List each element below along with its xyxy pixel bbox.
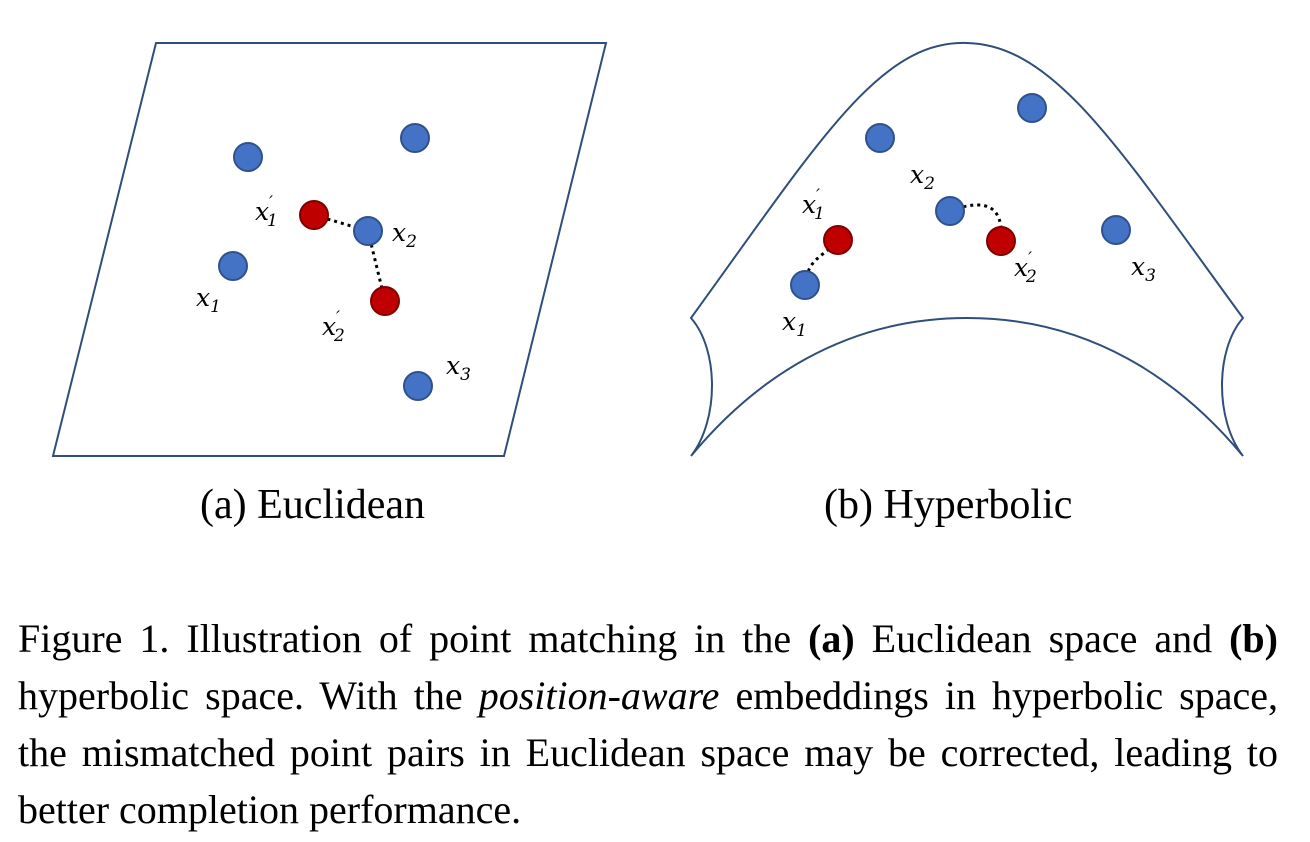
figure-caption: Figure 1. Illustration of point matching… <box>18 610 1278 838</box>
euclidean-plane <box>51 42 608 457</box>
label-x2: x2 <box>392 218 417 252</box>
caption-mid2: hyperbolic space. With the <box>18 673 479 718</box>
caption-mid1: Euclidean space and <box>854 616 1230 661</box>
point-blue <box>400 123 430 153</box>
label-x2: x2 <box>910 160 935 194</box>
label-x3: x3 <box>1131 252 1156 286</box>
point-blue <box>865 123 895 153</box>
point-x1 <box>218 251 248 281</box>
hyperbolic-surface <box>689 41 1245 457</box>
point-x1 <box>790 270 820 300</box>
hyperbolic-panel: x2 x′ 1 x′ 2 x3 x1 <box>689 41 1245 457</box>
panel-caption-hyperbolic: (b) Hyperbolic <box>824 482 1073 528</box>
caption-a-label: (a) <box>808 616 855 661</box>
point-x1-prime <box>299 200 329 230</box>
point-x2-prime <box>370 286 400 316</box>
caption-b-label: (b) <box>1229 616 1278 661</box>
panel-caption-euclidean: (a) Euclidean <box>200 482 426 528</box>
point-x2 <box>935 196 965 226</box>
label-x1-prime: x′ 1 <box>802 186 825 224</box>
caption-suffix: embeddings in hyperbolic space, the mism… <box>18 673 1279 832</box>
label-x1: x1 <box>782 307 807 341</box>
point-x2 <box>353 216 383 246</box>
figure-illustration: x′ 1 x2 x1 x′ 2 x3 x2 x′ 1 <box>51 41 1245 457</box>
label-x2-prime: x′ 2 <box>1014 249 1037 287</box>
label-x1: x1 <box>196 283 221 317</box>
point-x3 <box>1101 215 1131 245</box>
point-x3 <box>403 371 433 401</box>
label-x3: x3 <box>446 351 471 385</box>
caption-emphasis: position-aware <box>478 673 720 718</box>
point-x2-prime <box>986 226 1016 256</box>
euclidean-panel: x′ 1 x2 x1 x′ 2 x3 <box>51 42 608 457</box>
caption-prefix: Figure 1. Illustration of point matching… <box>18 616 809 661</box>
point-blue <box>1017 93 1047 123</box>
label-x1-prime: x′ 1 <box>255 193 278 231</box>
label-x2-prime: x′ 2 <box>322 308 345 346</box>
point-x1-prime <box>823 225 853 255</box>
match-curve-x1-x1prime <box>804 239 840 286</box>
match-line-x2-x2prime <box>366 230 387 302</box>
point-blue <box>233 142 263 172</box>
